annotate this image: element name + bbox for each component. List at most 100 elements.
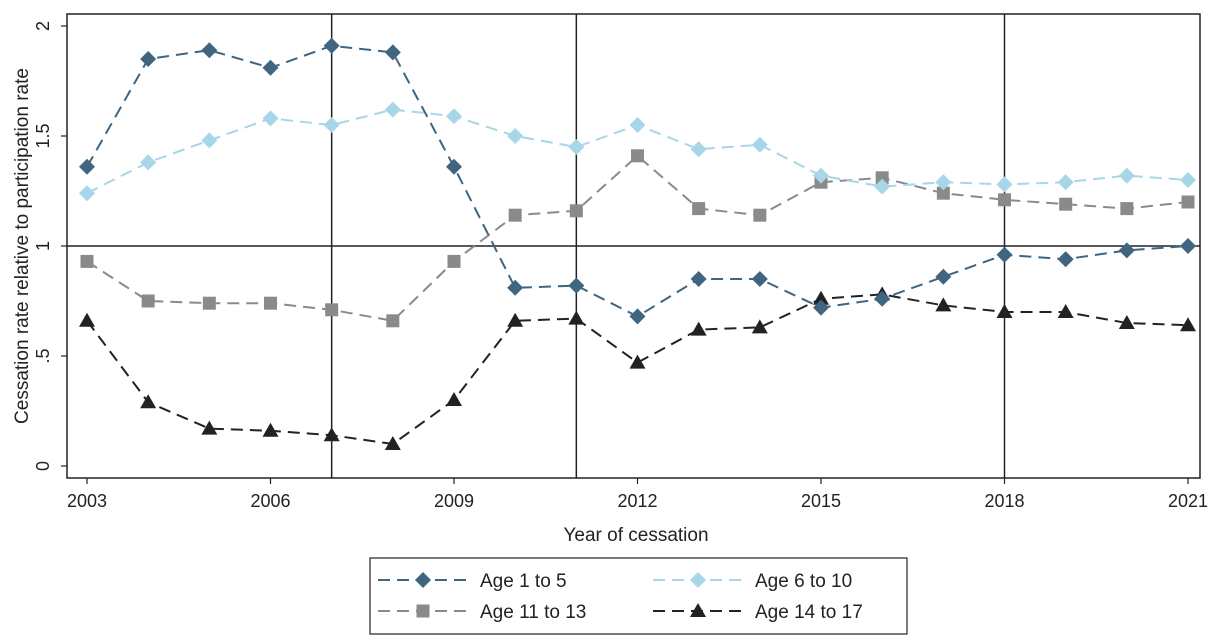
data-point [1180, 238, 1196, 254]
data-point [936, 186, 950, 200]
x-axis-title: Year of cessation [563, 525, 708, 546]
data-point [692, 202, 706, 216]
data-point [384, 101, 401, 118]
x-tick-label: 2015 [801, 491, 841, 511]
data-point [384, 436, 401, 450]
data-point [751, 136, 768, 153]
x-tick-label: 2018 [984, 491, 1024, 511]
legend-label: Age 11 to 13 [480, 602, 586, 623]
data-point [751, 271, 768, 287]
data-point [507, 312, 524, 327]
data-point [262, 422, 279, 437]
data-point [569, 204, 583, 218]
data-point [875, 171, 889, 185]
data-point [631, 149, 644, 163]
data-point [690, 141, 707, 158]
data-point [323, 117, 340, 133]
y-tick-label: 0 [33, 461, 53, 471]
data-point [568, 277, 585, 294]
legend-item: Age 6 to 10 [653, 571, 852, 592]
data-point [140, 154, 157, 171]
data-point [201, 132, 218, 149]
data-point [996, 176, 1013, 193]
y-axis-title: Cessation rate relative to participation… [12, 68, 33, 424]
legend-item: Age 14 to 17 [653, 602, 863, 623]
legend: Age 1 to 5 Age 6 to 10 Age 11 to 13 Age 14 … [369, 557, 908, 635]
data-point [507, 279, 524, 296]
data-point [262, 59, 279, 76]
data-point [1057, 174, 1074, 191]
data-point [1118, 242, 1135, 259]
data-point [751, 319, 768, 334]
data-point [935, 268, 952, 285]
data-point [384, 44, 401, 61]
data-point [508, 208, 522, 222]
x-tick-label: 2012 [617, 491, 657, 511]
legend-marker [690, 603, 706, 617]
data-point [79, 312, 95, 327]
legend-label: Age 14 to 17 [755, 602, 863, 623]
data-point [1057, 251, 1074, 268]
data-point [140, 394, 157, 409]
x-tick-label: 2006 [250, 491, 290, 511]
data-point [629, 308, 646, 325]
data-point [201, 420, 218, 435]
reference-lines [67, 14, 1200, 478]
data-point [1059, 197, 1073, 211]
data-point [264, 296, 277, 310]
data-point [202, 296, 216, 310]
data-point [996, 304, 1013, 318]
data-point [140, 51, 157, 67]
data-point [813, 299, 829, 316]
data-point [1118, 167, 1135, 184]
y-tick-label: 1.5 [33, 123, 53, 148]
x-tick-label: 2021 [1168, 491, 1208, 511]
series-group [79, 37, 1196, 450]
y-tick-label: 1 [33, 241, 53, 251]
data-point [568, 139, 585, 155]
legend-marker [415, 572, 431, 588]
data-point [507, 128, 524, 144]
data-point [446, 108, 462, 125]
data-point [874, 290, 891, 307]
data-point [690, 271, 707, 287]
data-point [446, 392, 462, 406]
data-point [1057, 304, 1074, 318]
series-age-11-to-13 [80, 149, 1195, 328]
data-point [568, 310, 585, 325]
legend-label: Age 1 to 5 [480, 571, 567, 592]
data-point [753, 208, 767, 222]
data-point [80, 254, 94, 268]
legend-box [369, 557, 908, 635]
data-point [79, 185, 95, 202]
data-point [874, 178, 891, 195]
y-tick-label: .5 [33, 348, 53, 363]
data-point [447, 254, 461, 268]
data-point [1118, 315, 1135, 329]
data-point [201, 42, 218, 59]
data-point [386, 314, 400, 328]
data-point [690, 321, 707, 336]
data-point [325, 303, 339, 317]
data-point [998, 193, 1011, 207]
data-point [262, 110, 279, 127]
data-point [996, 246, 1013, 263]
legend-item: Age 11 to 13 [378, 602, 586, 623]
data-point [629, 117, 646, 133]
series-age-6-to-10 [79, 101, 1196, 202]
x-tick-label: 2003 [67, 491, 107, 511]
y-axis: 0 .5 1 1.5 2 [33, 21, 67, 471]
data-point [446, 158, 462, 175]
data-point [813, 290, 829, 305]
data-point [935, 297, 952, 312]
data-point [1120, 202, 1134, 216]
series-age-14-to-17 [79, 286, 1196, 450]
legend-label: Age 6 to 10 [755, 571, 852, 592]
data-point [79, 158, 95, 175]
legend-marker [690, 572, 706, 588]
data-point [1180, 317, 1196, 332]
data-point [323, 37, 340, 54]
legend-marker [416, 604, 430, 618]
data-point [1181, 195, 1195, 209]
